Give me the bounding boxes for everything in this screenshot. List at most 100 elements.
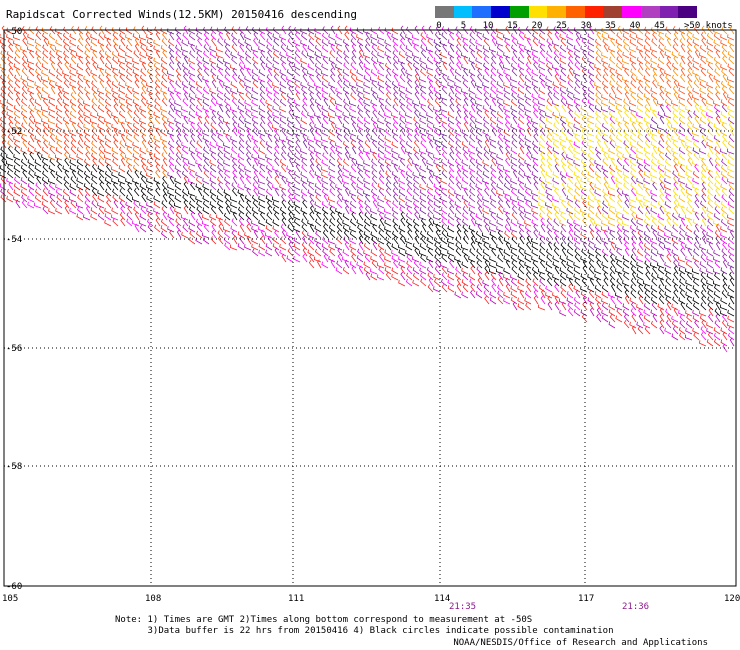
wind-barb	[617, 271, 623, 281]
wind-barb	[34, 147, 42, 155]
wind-barb	[308, 86, 315, 95]
wind-barb	[706, 50, 714, 59]
wind-barb	[300, 189, 308, 197]
wind-barb	[610, 73, 616, 83]
wind-barb	[678, 178, 686, 185]
wind-barb	[393, 223, 399, 233]
wind-barb	[217, 188, 224, 197]
wind-barb	[650, 172, 658, 179]
wind-barb	[342, 249, 350, 257]
wind-barb	[533, 61, 539, 71]
wind-barb	[231, 146, 238, 155]
wind-barb	[307, 27, 315, 35]
wind-barb	[336, 260, 343, 269]
wind-barb	[685, 279, 693, 287]
wind-barb	[218, 115, 224, 125]
wind-barb	[533, 133, 539, 143]
wind-barb	[363, 88, 371, 95]
wind-barb	[692, 327, 700, 335]
wind-barb	[706, 231, 714, 239]
wind-barb	[622, 214, 630, 221]
wind-barb	[225, 133, 231, 143]
wind-barb	[587, 117, 595, 125]
wind-barb	[450, 85, 455, 95]
wind-barb	[146, 172, 154, 179]
wind-barb	[330, 211, 336, 221]
wind-barb	[188, 160, 196, 167]
wind-barb	[258, 243, 266, 251]
wind-barb	[244, 75, 252, 83]
wind-barb	[56, 74, 63, 83]
wind-barb	[320, 136, 329, 143]
wind-barb	[434, 188, 441, 197]
wind-barb	[643, 309, 651, 317]
wind-barb	[257, 178, 266, 185]
wind-barb	[280, 74, 287, 83]
wind-barb	[225, 109, 231, 119]
wind-barb	[69, 110, 77, 119]
wind-barb	[327, 112, 336, 119]
wind-barb	[470, 235, 476, 245]
wind-barb	[14, 116, 21, 125]
wind-barb	[672, 44, 679, 53]
wind-barb	[237, 105, 245, 113]
wind-barb	[539, 133, 546, 143]
time-label: 21:36	[622, 602, 649, 612]
wind-barb	[162, 91, 168, 101]
wind-barb	[448, 194, 455, 203]
wind-barb	[134, 37, 140, 47]
wind-barb	[524, 81, 532, 89]
wind-barb	[706, 238, 714, 245]
wind-barb	[659, 319, 665, 329]
wind-barb	[105, 73, 112, 83]
wind-barb	[497, 254, 504, 263]
wind-barb	[518, 229, 525, 239]
wind-barb	[671, 303, 679, 311]
wind-barb	[337, 73, 343, 83]
wind-barb	[126, 121, 133, 131]
wind-barb	[511, 38, 518, 47]
wind-barb	[601, 212, 609, 221]
wind-barb	[489, 136, 497, 143]
wind-barb	[302, 91, 308, 101]
wind-barb	[422, 223, 427, 233]
wind-barb	[195, 160, 203, 167]
wind-barb	[97, 189, 105, 197]
wind-barb	[434, 50, 441, 59]
wind-barb	[76, 153, 84, 161]
wind-barb	[162, 169, 168, 179]
wind-barb	[644, 212, 651, 221]
wind-barb	[210, 92, 217, 101]
wind-barb	[510, 147, 518, 155]
wind-barb	[1, 109, 7, 119]
wind-barb	[294, 145, 301, 155]
wind-barb	[573, 123, 581, 131]
wind-barb	[231, 187, 238, 197]
wind-barb	[279, 111, 287, 119]
wind-barb	[321, 70, 329, 77]
wind-barb	[463, 187, 469, 197]
wind-barb	[189, 128, 196, 137]
wind-barb	[406, 128, 413, 137]
wind-barb	[680, 205, 686, 215]
wind-barb	[659, 103, 665, 113]
wind-barb	[34, 172, 42, 179]
wind-barb	[701, 319, 707, 329]
wind-barb	[643, 322, 651, 329]
wind-barb	[48, 124, 56, 131]
wind-barb	[623, 44, 630, 53]
latitude-labels: -50 -52 -54 -56 -58 -60	[6, 27, 22, 592]
wind-barb	[343, 50, 350, 59]
wind-barb	[475, 82, 483, 89]
wind-barb	[496, 110, 504, 119]
wind-barb	[398, 111, 406, 119]
wind-barb	[650, 195, 658, 203]
wind-barb	[405, 250, 413, 257]
wind-barb	[477, 187, 483, 197]
wind-barb	[231, 56, 238, 65]
wind-barb	[195, 176, 203, 185]
wind-barb	[342, 75, 350, 83]
wind-barb	[560, 290, 567, 299]
wind-barb	[35, 32, 42, 41]
wind-barb	[56, 140, 63, 149]
